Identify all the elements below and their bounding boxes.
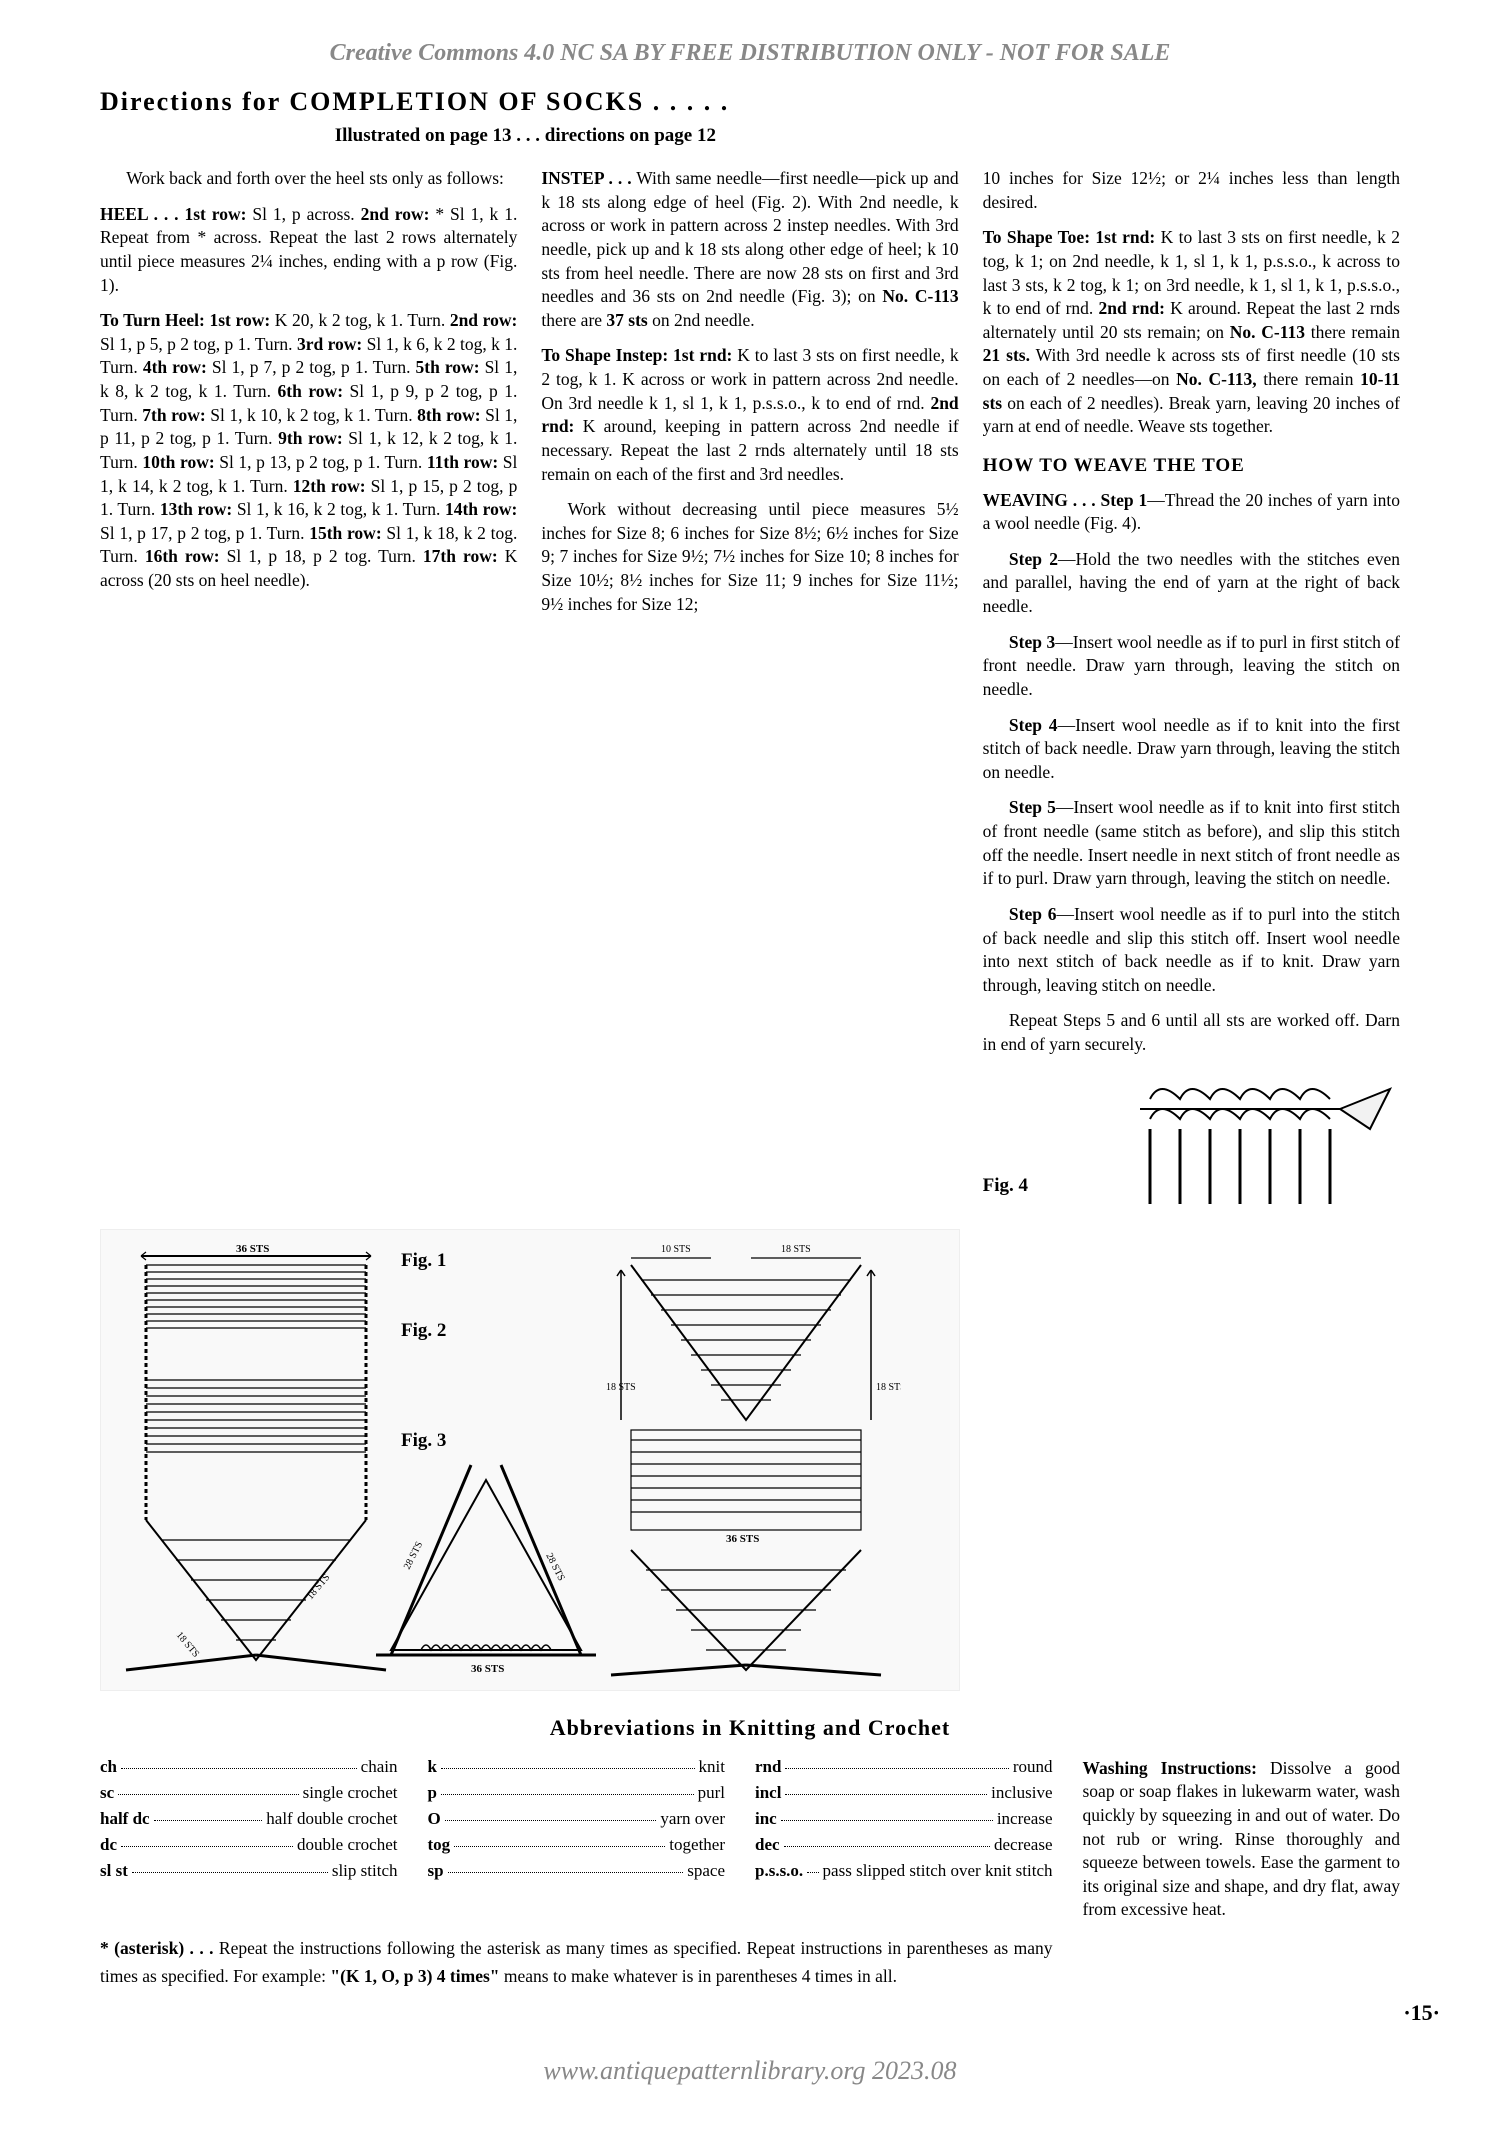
svg-text:18 STS: 18 STS	[876, 1382, 901, 1393]
column-2: INSTEP . . . With same needle—first need…	[541, 167, 958, 1209]
svg-text:10 STS: 10 STS	[661, 1244, 691, 1255]
figures-area: Fig. 1 Fig. 2 Fig. 3 36 STS	[100, 1229, 960, 1691]
col3-p1: 10 inches for Size 12½; or 2¼ inches les…	[983, 167, 1400, 214]
svg-text:36 STS: 36 STS	[236, 1243, 269, 1255]
col3-p7: Step 5—Insert wool needle as if to knit …	[983, 796, 1400, 891]
abbrev-row: kknit	[428, 1757, 726, 1777]
watermark-top: Creative Commons 4.0 NC SA BY FREE DISTR…	[100, 40, 1400, 67]
column-1: Work back and forth over the heel sts on…	[100, 167, 517, 1209]
col1-p3: To Turn Heel: 1st row: K 20, k 2 tog, k …	[100, 309, 517, 593]
abbrev-row: decdecrease	[755, 1835, 1053, 1855]
col2-p3: Work without decreasing until piece meas…	[541, 498, 958, 616]
svg-text:18 STS: 18 STS	[305, 1572, 333, 1602]
abbrev-row: p.s.s.o.pass slipped stitch over knit st…	[755, 1861, 1053, 1881]
svg-text:18 STS: 18 STS	[781, 1244, 811, 1255]
abbrev-row: dcdouble crochet	[100, 1835, 398, 1855]
figure-4-area: Fig. 4	[983, 1069, 1400, 1209]
fig2-label: Fig. 2	[401, 1320, 446, 1342]
column-3: 10 inches for Size 12½; or 2¼ inches les…	[983, 167, 1400, 1209]
col3-p2: To Shape Toe: 1st rnd: K to last 3 sts o…	[983, 226, 1400, 439]
abbrev-row: incincrease	[755, 1809, 1053, 1829]
abbrev-row: spspace	[428, 1861, 726, 1881]
abbreviations-title: Abbreviations in Knitting and Crochet	[100, 1715, 1400, 1741]
col3-p6: Step 4—Insert wool needle as if to knit …	[983, 714, 1400, 785]
col3-p4: Step 2—Hold the two needles with the sti…	[983, 548, 1400, 619]
svg-text:28 STS: 28 STS	[402, 1540, 425, 1571]
col3-p5: Step 3—Insert wool needle as if to purl …	[983, 631, 1400, 702]
figure-1-2-illustration: 36 STS	[121, 1240, 391, 1680]
washing-instructions: Washing Instructions: Dissolve a good so…	[1083, 1757, 1401, 1922]
abbrev-row: scsingle crochet	[100, 1783, 398, 1803]
abbrev-row: Oyarn over	[428, 1809, 726, 1829]
fig3-label: Fig. 3	[401, 1430, 446, 1452]
abbrev-row: chchain	[100, 1757, 398, 1777]
fig4-label: Fig. 4	[983, 1173, 1028, 1199]
col3-p9: Repeat Steps 5 and 6 until all sts are w…	[983, 1009, 1400, 1056]
figure-3-illustration: 36 STS 28 STS 28 STS	[371, 1460, 601, 1680]
svg-text:36 STS: 36 STS	[726, 1533, 759, 1545]
abbrev-row: rndround	[755, 1757, 1053, 1777]
asterisk-note: * (asterisk) . . . Repeat the instructio…	[100, 1934, 1053, 1990]
svg-text:28 STS: 28 STS	[543, 1551, 566, 1582]
abbrev-row: sl stslip stitch	[100, 1861, 398, 1881]
col1-p2: HEEL . . . 1st row: Sl 1, p across. 2nd …	[100, 203, 517, 298]
col2-p2: To Shape Instep: 1st rnd: K to last 3 st…	[541, 344, 958, 486]
abbrev-row: half dchalf double crochet	[100, 1809, 398, 1829]
weave-toe-heading: HOW TO WEAVE THE TOE	[983, 453, 1400, 479]
col3-p3: WEAVING . . . Step 1—Thread the 20 inche…	[983, 489, 1400, 536]
col2-p1: INSTEP . . . With same needle—first need…	[541, 167, 958, 332]
svg-text:18 STS: 18 STS	[606, 1382, 636, 1393]
abbrev-row: togtogether	[428, 1835, 726, 1855]
watermark-bottom: www.antiquepatternlibrary.org 2023.08	[100, 2056, 1400, 2086]
figure-instep-illustration: 10 STS 18 STS 18 STS 18 STS	[601, 1240, 901, 1680]
abbrev-row: inclinclusive	[755, 1783, 1053, 1803]
page-title: Directions for COMPLETION OF SOCKS . . .…	[100, 87, 951, 117]
col3-p8: Step 6—Insert wool needle as if to purl …	[983, 903, 1400, 998]
abbreviations-table: chchain scsingle crochet half dchalf doubl…	[100, 1757, 1053, 1922]
abbrev-row: ppurl	[428, 1783, 726, 1803]
abbrev-col-2: kknit ppurl Oyarn over togtogether spspace	[428, 1757, 726, 1922]
fig1-label: Fig. 1	[401, 1250, 446, 1272]
abbrev-col-1: chchain scsingle crochet half dchalf doubl…	[100, 1757, 398, 1922]
page-subtitle: Illustrated on page 13 . . . directions …	[100, 125, 951, 147]
svg-text:18 STS: 18 STS	[174, 1629, 202, 1659]
page-number: ·15·	[100, 2000, 1440, 2026]
abbrev-col-3: rndround inclinclusive incincrease decdecre…	[755, 1757, 1053, 1922]
col1-p1: Work back and forth over the heel sts on…	[100, 167, 517, 191]
svg-text:36 STS: 36 STS	[471, 1663, 504, 1675]
figure-4-illustration	[1140, 1069, 1400, 1209]
